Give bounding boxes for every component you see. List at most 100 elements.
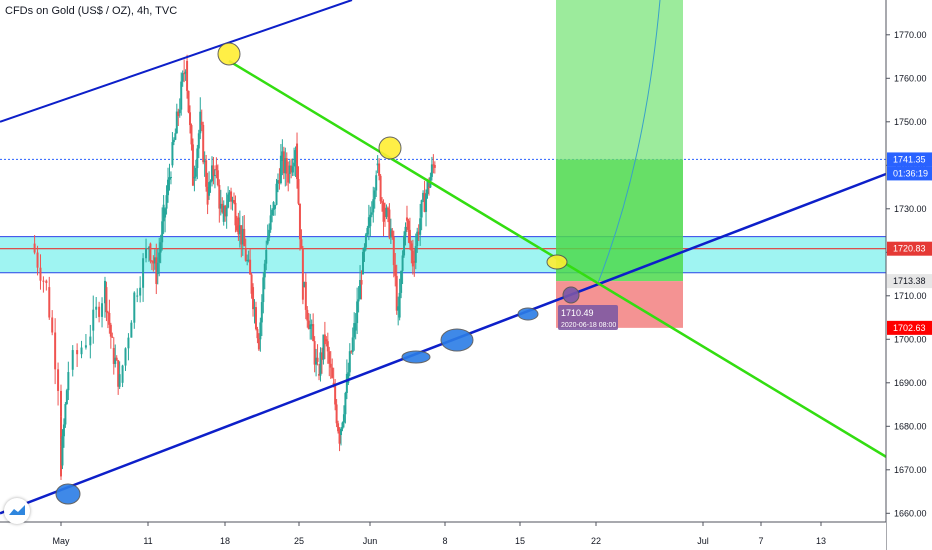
candle-body	[262, 277, 265, 303]
candle-body	[161, 221, 164, 243]
candle-body	[243, 228, 246, 247]
candle-body	[167, 179, 170, 196]
candle-body	[171, 142, 174, 166]
resistance-price-label: 1720.83	[893, 244, 926, 254]
candle-body	[76, 350, 79, 355]
candle-body	[276, 180, 279, 184]
candle-body	[64, 404, 67, 425]
tradingview-logo-icon[interactable]	[4, 498, 30, 524]
candle-body	[230, 191, 233, 202]
time-axis[interactable]: May 11 18 25 Jun 8 15 22 Jul 7 13	[0, 521, 886, 550]
candle-body	[172, 139, 175, 143]
candle-body	[266, 237, 269, 244]
candle-body	[370, 212, 373, 215]
entry-price-label-bg	[887, 274, 932, 289]
candle-body	[112, 348, 115, 364]
candle-body	[344, 392, 347, 415]
candle-body	[375, 175, 378, 191]
candle-body	[205, 160, 208, 187]
candle-body	[222, 205, 225, 222]
candle-body	[54, 332, 57, 370]
candle-body	[235, 225, 238, 231]
candle-body	[145, 248, 148, 259]
price-tick-label: 1730.00	[894, 204, 927, 214]
candle-body	[127, 337, 130, 349]
candle-body	[67, 372, 70, 391]
candle-body	[153, 257, 156, 264]
candle-body	[80, 347, 83, 355]
candle-body	[84, 345, 87, 348]
candle-body	[247, 259, 250, 261]
candle-body	[240, 225, 243, 245]
candle-body	[426, 180, 429, 194]
candle-body	[369, 214, 372, 227]
candle-body	[392, 236, 395, 266]
candle-body	[98, 306, 101, 317]
candle-body	[284, 158, 287, 174]
candle-body	[329, 363, 332, 368]
candle-body	[268, 229, 271, 238]
price-tick-label: 1660.00	[894, 508, 927, 518]
candle-body	[316, 357, 319, 362]
candle-body	[416, 231, 419, 247]
candle-body	[275, 183, 278, 205]
candle-body	[425, 193, 428, 212]
time-tick-label: 13	[816, 536, 826, 546]
candle-body	[89, 336, 92, 346]
time-tick-label: 25	[294, 536, 304, 546]
candle-body	[178, 109, 181, 114]
price-tick-label: 1710.00	[894, 291, 927, 301]
candle-body	[331, 367, 334, 378]
candle-body	[397, 306, 400, 311]
candle-body	[417, 231, 420, 235]
candle-body	[433, 165, 436, 168]
candle-body	[62, 424, 65, 437]
candle-body	[250, 274, 253, 294]
price-tick-label: 1760.00	[894, 73, 927, 83]
retest-marker	[546, 254, 568, 270]
price-axis[interactable]: 1660.00 1670.00 1680.00 1690.00 1700.00 1710.…	[885, 0, 932, 550]
candle-body	[259, 322, 262, 340]
price-tick-label: 1690.00	[894, 378, 927, 388]
time-tick-label: 15	[515, 536, 525, 546]
time-tick-label: 22	[591, 536, 601, 546]
long-position-tool[interactable]	[556, 0, 683, 328]
pivot-low-marker	[440, 328, 474, 352]
candle-body	[348, 351, 351, 373]
price-tick-label: 1670.00	[894, 465, 927, 475]
candle-body	[294, 150, 297, 163]
candle-body	[181, 73, 184, 82]
channel-resistance-line	[0, 0, 353, 123]
candle-body	[186, 60, 189, 91]
candle-body	[212, 165, 215, 176]
candle-body	[244, 247, 247, 261]
candle-body	[385, 207, 388, 217]
candle-body	[403, 235, 406, 256]
candle-body	[95, 306, 98, 310]
candle-body	[196, 148, 199, 169]
candle-body	[42, 280, 45, 282]
candle-body	[65, 390, 68, 405]
candle-body	[92, 309, 95, 331]
candle-body	[359, 279, 362, 300]
candle-body	[408, 229, 411, 244]
candle-body	[293, 162, 296, 167]
candle-body	[381, 201, 384, 203]
candle-body	[364, 234, 367, 248]
candle-body	[219, 203, 222, 209]
target-zone-upper	[556, 0, 683, 160]
candle-body	[388, 209, 391, 238]
pivot-low-marker	[55, 483, 81, 505]
candle-body	[190, 125, 193, 145]
candle-body	[340, 428, 343, 435]
candle-body	[279, 155, 282, 184]
time-tick-label: 18	[220, 536, 230, 546]
candle-body	[304, 281, 307, 310]
candle-body	[307, 320, 310, 330]
candle-body	[326, 341, 329, 352]
candles	[33, 54, 436, 481]
candle-body	[254, 307, 257, 330]
candle-body	[298, 203, 301, 240]
candle-body	[400, 270, 403, 293]
